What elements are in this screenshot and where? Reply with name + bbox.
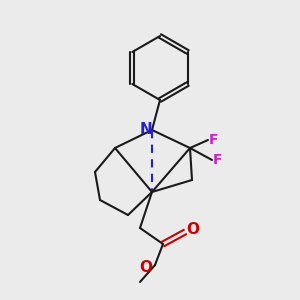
Text: N: N	[140, 122, 152, 137]
Text: F: F	[208, 133, 218, 147]
Text: F: F	[212, 153, 222, 167]
Text: O: O	[187, 223, 200, 238]
Text: O: O	[140, 260, 152, 274]
